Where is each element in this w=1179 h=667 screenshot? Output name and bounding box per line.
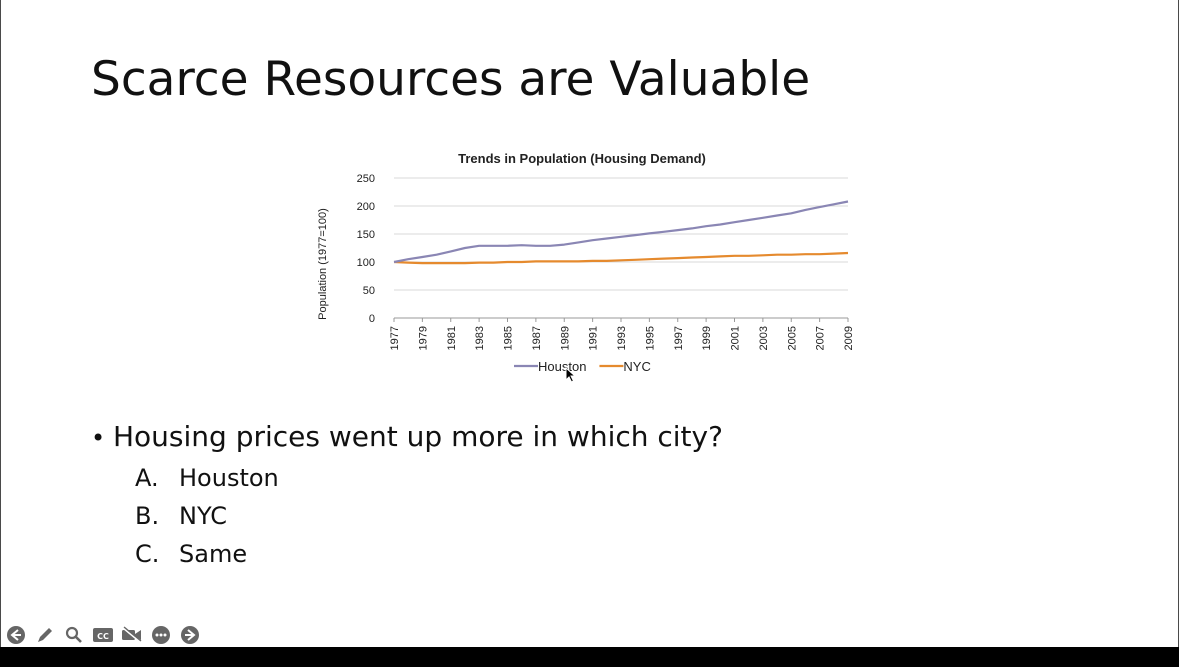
- slide: Scarce Resources are Valuable Trends in …: [0, 0, 1179, 647]
- answer-options: A. Houston B. NYC C. Same: [135, 464, 279, 578]
- legend-label-nyc: NYC: [623, 359, 650, 374]
- option-letter: C.: [135, 540, 160, 568]
- x-tick-label: 2009: [843, 326, 855, 350]
- option-b: B. NYC: [135, 502, 279, 540]
- option-letter: A.: [135, 464, 159, 492]
- y-axis-label: Population (1977=100): [317, 208, 329, 320]
- x-tick-label: 1997: [673, 326, 685, 350]
- y-tick-label: 150: [357, 229, 375, 241]
- x-tick-label: 2007: [815, 326, 827, 350]
- x-tick-label: 1979: [417, 326, 429, 350]
- x-tick-label: 1985: [503, 326, 515, 350]
- closed-captions-icon[interactable]: CC: [91, 625, 114, 645]
- y-tick-label: 100: [357, 257, 375, 269]
- series-line-nyc: [393, 251, 849, 265]
- chart-title: Trends in Population (Housing Demand): [458, 151, 706, 166]
- back-arrow-icon[interactable]: [4, 625, 27, 645]
- x-tick-label: 1993: [616, 326, 628, 350]
- y-tick-label: 200: [357, 201, 375, 213]
- option-a: A. Houston: [135, 464, 279, 502]
- x-tick-label: 1983: [474, 326, 486, 350]
- y-tick-label: 50: [363, 285, 375, 297]
- video-off-icon[interactable]: [120, 625, 143, 645]
- more-options-icon[interactable]: [149, 625, 172, 645]
- bullet-marker: •: [91, 424, 106, 452]
- x-tick-label: 1995: [644, 326, 656, 350]
- question-text: Housing prices went up more in which cit…: [113, 420, 723, 453]
- x-tick-label: 1991: [588, 326, 600, 350]
- x-tick-label: 2003: [758, 326, 770, 350]
- y-tick-label: 0: [369, 313, 375, 325]
- option-c: C. Same: [135, 540, 279, 578]
- x-tick-label: 2005: [786, 326, 798, 350]
- population-chart: Trends in Population (Housing Demand) Po…: [317, 151, 855, 374]
- pen-icon[interactable]: [33, 625, 56, 645]
- forward-arrow-icon[interactable]: [178, 625, 201, 645]
- x-tick-label: 1999: [701, 326, 713, 350]
- bottom-bar: [0, 647, 1179, 667]
- x-tick-label: 1989: [559, 326, 571, 350]
- series-line-houston: [393, 200, 849, 264]
- zoom-icon[interactable]: [62, 625, 85, 645]
- mouse-cursor-icon: [565, 367, 577, 383]
- option-text: Houston: [179, 464, 279, 492]
- option-letter: B.: [135, 502, 160, 530]
- question-bullet: • Housing prices went up more in which c…: [91, 420, 723, 453]
- option-text: NYC: [179, 502, 228, 530]
- x-tick-label: 1977: [389, 326, 401, 350]
- x-tick-label: 1981: [446, 326, 458, 350]
- presentation-toolbar: CC: [4, 625, 201, 645]
- chart-legend: Houston NYC: [514, 359, 651, 374]
- option-text: Same: [179, 540, 248, 568]
- cc-label: CC: [97, 632, 109, 641]
- x-tick-label: 2001: [730, 326, 742, 350]
- legend-label-houston: Houston: [538, 359, 586, 374]
- slide-title: Scarce Resources are Valuable: [91, 52, 811, 107]
- x-tick-label: 1987: [531, 326, 543, 350]
- y-tick-label: 250: [357, 173, 375, 185]
